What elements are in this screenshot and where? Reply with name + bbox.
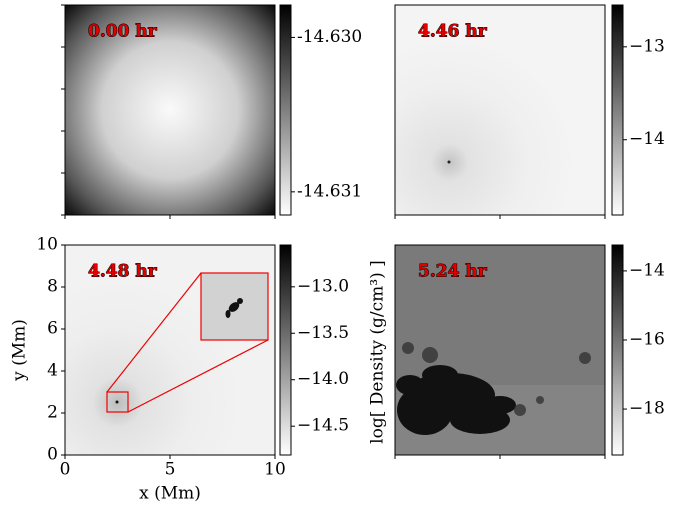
- image: [395, 5, 605, 215]
- image-feature: [396, 365, 516, 435]
- y-tick-label: 8: [47, 277, 58, 297]
- colorbar-tick-label: −16: [629, 329, 665, 349]
- x-tick-label: 0: [60, 460, 71, 480]
- time-label: 4.48 hr: [88, 262, 158, 282]
- image-feature: [115, 400, 119, 404]
- colorbar-tick-label: -14.631: [297, 181, 362, 201]
- colorbar-tick-label: −13.0: [297, 276, 349, 296]
- colorbar-tick-label: −18: [629, 399, 665, 419]
- x-tick-label: 5: [165, 460, 176, 480]
- y-tick-label: 10: [36, 235, 58, 255]
- colorbar-tick-label: −13: [629, 36, 665, 56]
- colorbar: [279, 244, 292, 456]
- image-feature: [225, 298, 243, 318]
- colorbar-tick-label: −14.5: [297, 416, 349, 436]
- time-label: 5.24 hr: [418, 262, 488, 282]
- y-tick-label: 0: [47, 445, 58, 465]
- y-tick-label: 6: [47, 319, 58, 339]
- colorbar: [279, 4, 292, 216]
- colorbar-tick-label: -14.630: [297, 27, 362, 47]
- colorbar-tick-label: −14: [629, 260, 665, 280]
- colorbar-tick-label: −14.0: [297, 369, 349, 389]
- image: [65, 5, 275, 215]
- time-label: 0.00 hr: [88, 22, 158, 42]
- colorbar: [611, 244, 624, 456]
- colorbar: [611, 4, 624, 216]
- colorbar-tick-label: −14: [629, 129, 665, 149]
- x-axis-label: x (Mm): [139, 484, 201, 504]
- colorbar-tick-label: −13.5: [297, 323, 349, 343]
- y-tick-label: 4: [47, 361, 58, 381]
- time-label: 4.46 hr: [418, 22, 488, 42]
- image-feature: [402, 342, 591, 416]
- x-tick-label: 10: [264, 460, 286, 480]
- y-axis-label: y (Mm): [10, 319, 30, 382]
- colorbar-label: log[ Density (g/cm³) ]: [368, 260, 388, 444]
- y-tick-label: 2: [47, 403, 58, 423]
- image-feature: [447, 160, 451, 164]
